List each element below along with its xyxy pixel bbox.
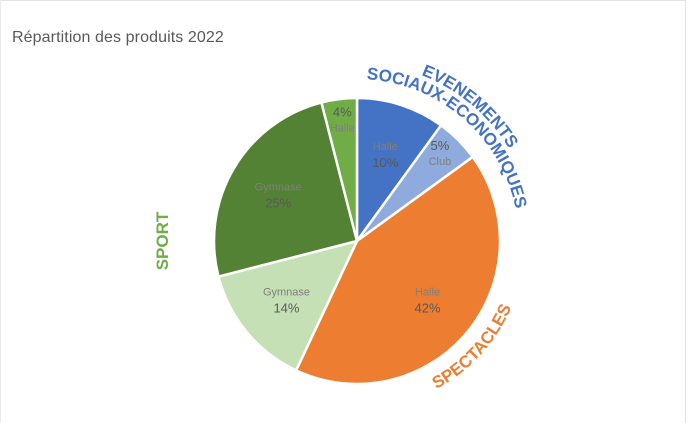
slice-category-label-1: Club: [429, 156, 452, 168]
slice-percent-label-4: 25%: [265, 195, 291, 210]
slice-category-label-4: Gymnase: [255, 181, 302, 193]
slice-category-label-3: Gymnase: [263, 286, 310, 298]
pie-slice-4: [212, 100, 359, 279]
slice-category-label-5: Halle: [330, 123, 355, 135]
slice-category-label-2: Halle: [415, 286, 440, 298]
slice-percent-label-1: 5%: [431, 138, 450, 153]
slice-percent-label-3: 14%: [273, 300, 299, 315]
pie-slice-2: [294, 155, 502, 386]
slice-percent-label-2: 42%: [415, 300, 441, 315]
slice-percent-label-0: 10%: [372, 155, 398, 170]
slice-category-label-0: Halle: [373, 141, 398, 153]
frame-border-top: [0, 0, 685, 1]
frame-border-right: [685, 0, 686, 423]
group-label-sport: SPORT: [153, 211, 172, 270]
frame-border-left: [0, 0, 1, 423]
slice-percent-label-5: 4%: [333, 105, 352, 120]
chart-title: Répartition des produits 2022: [12, 29, 224, 46]
pie-slice-3: [216, 239, 360, 373]
pie-slice-5: [319, 96, 359, 242]
pie-slice-0: [355, 96, 443, 245]
slice-labels: Halle 10% Club 5% Halle 42% Gymnase 14% Gymnase 2…: [255, 105, 452, 316]
pie-slices: [212, 96, 502, 386]
